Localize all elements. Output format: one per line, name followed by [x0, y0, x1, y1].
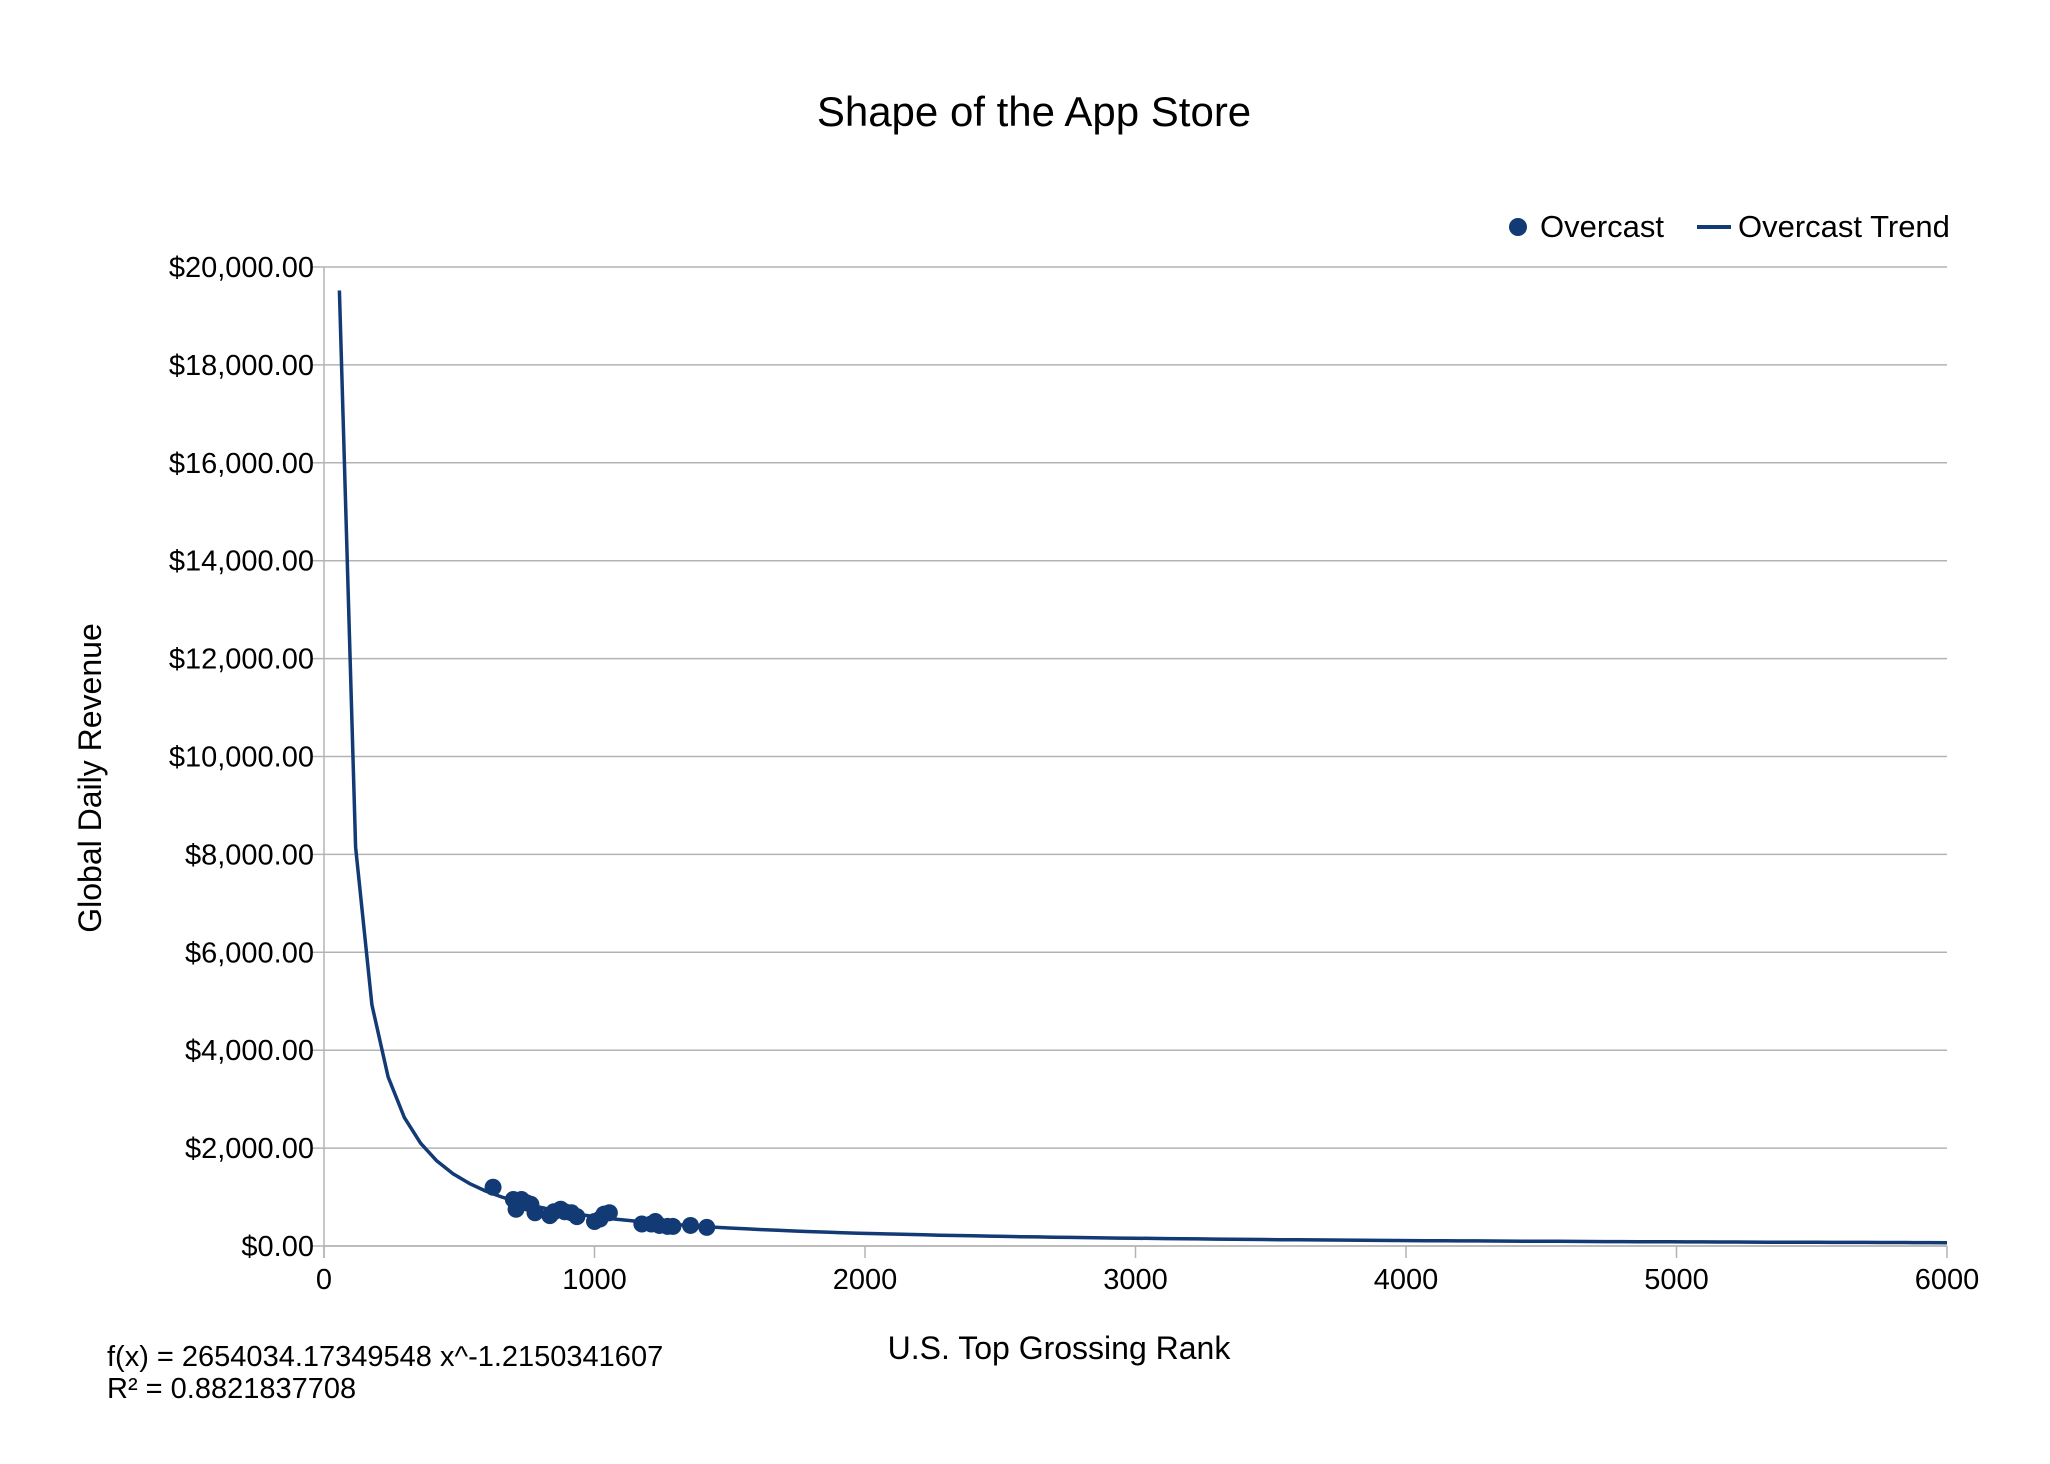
y-tick-label: $18,000.00: [169, 350, 314, 382]
x-tick-label: 3000: [1103, 1264, 1168, 1296]
x-axis-title: U.S. Top Grossing Rank: [888, 1330, 1232, 1366]
legend-label-overcast-trend: Overcast Trend: [1738, 209, 1950, 244]
x-tick-label: 2000: [833, 1264, 898, 1296]
trend-layer: [337, 290, 1948, 1245]
y-tick-label: $16,000.00: [169, 448, 314, 480]
x-tick-label: 4000: [1374, 1264, 1439, 1296]
x-tick-label: 6000: [1915, 1264, 1980, 1296]
data-point: [484, 1178, 502, 1196]
y-tick-label: $12,000.00: [169, 644, 314, 676]
legend-label-overcast: Overcast: [1540, 209, 1664, 244]
x-tick-label: 0: [316, 1264, 332, 1296]
x-tick-labels: 0 1000 2000 3000 4000 5000 6000: [316, 1264, 1979, 1296]
data-point: [682, 1216, 700, 1234]
y-tick-label: $8,000.00: [185, 839, 314, 871]
axes: [312, 266, 1948, 1258]
y-tick-label: $10,000.00: [169, 742, 314, 774]
data-point: [568, 1208, 586, 1226]
x-tick-label: 1000: [562, 1264, 627, 1296]
y-tick-label: $4,000.00: [185, 1035, 314, 1067]
gridlines: [324, 266, 1947, 1247]
y-tick-label: $14,000.00: [169, 546, 314, 578]
legend: Overcast Overcast Trend: [1509, 209, 1950, 244]
data-point: [664, 1217, 682, 1235]
y-tick-label: $6,000.00: [185, 937, 314, 969]
trend-equation: f(x) = 2654034.17349548 x^-1.2150341607: [107, 1341, 663, 1373]
y-tick-label: $2,000.00: [185, 1133, 314, 1165]
legend-marker-overcast: [1509, 218, 1527, 236]
data-point: [526, 1204, 544, 1222]
r-squared-label: R² = 0.8821837708: [107, 1373, 356, 1405]
chart-title: Shape of the App Store: [817, 88, 1251, 135]
data-point: [600, 1204, 618, 1222]
y-tick-labels: $0.00 $2,000.00 $4,000.00 $6,000.00 $8,000.0…: [169, 252, 314, 1263]
data-point: [698, 1218, 716, 1236]
x-tick-label: 5000: [1644, 1264, 1709, 1296]
y-axis-title: Global Daily Revenue: [72, 623, 108, 933]
data-points: [484, 1178, 716, 1236]
trend-line: [337, 290, 1948, 1245]
y-tick-label: $0.00: [241, 1231, 314, 1263]
y-tick-label: $20,000.00: [169, 252, 314, 284]
